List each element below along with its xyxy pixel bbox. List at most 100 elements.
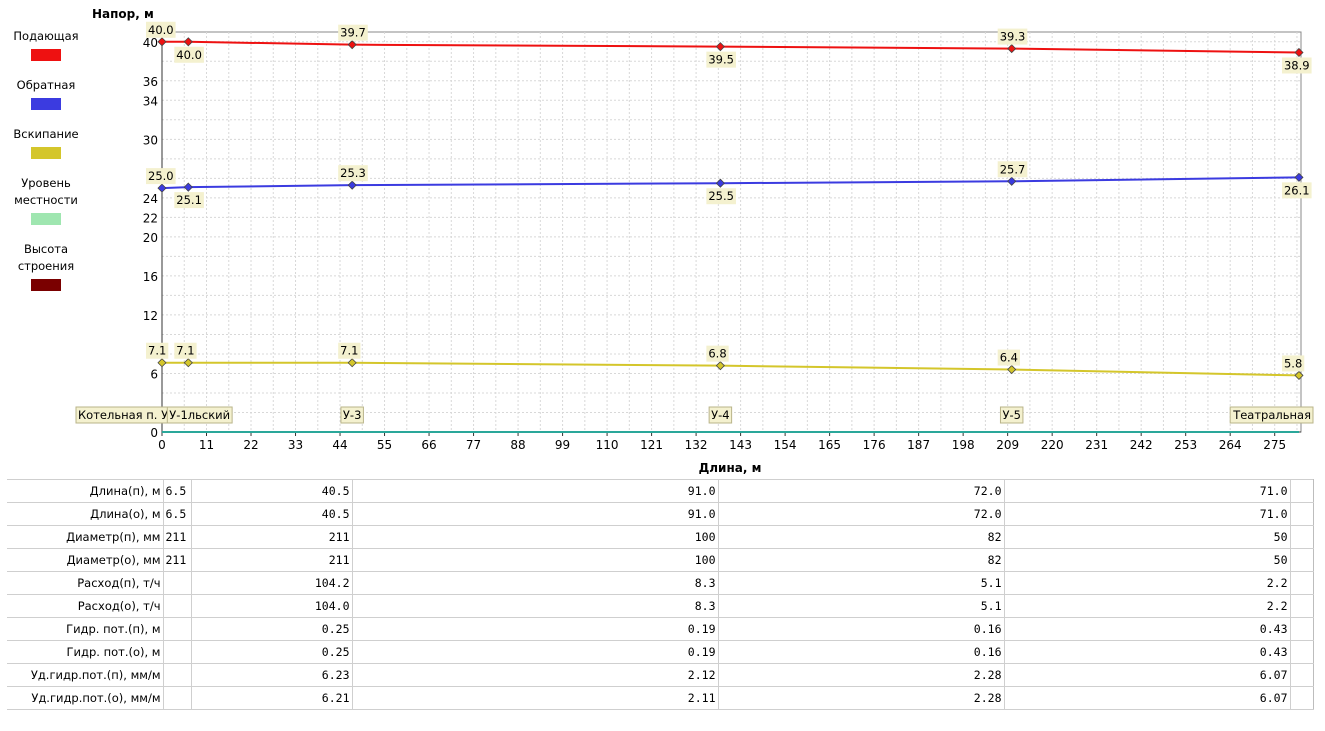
table-cell: 82 [718,548,1005,572]
data-point [1007,176,1017,186]
table-cell: 104.0 [191,594,353,618]
row-label: Длина(о), м [7,502,164,526]
x-tick-label: 110 [596,438,619,452]
data-label: 25.5 [708,189,734,203]
table-cell: 82 [718,525,1005,549]
table-cell: 0.25 [191,617,353,641]
table-end-cell [1290,663,1314,687]
node-label-text: Котельная п. У [78,408,168,422]
row-label: Уд.гидр.пот.(п), мм/м [7,663,164,687]
table-cell: 2.12 [352,663,719,687]
x-tick-label: 242 [1130,438,1153,452]
table-end-cell [1290,571,1314,595]
table-cell: 72.0 [718,479,1005,503]
node-label-text: У-5 [1002,408,1020,422]
data-label: 25.0 [148,169,174,183]
data-point [1294,370,1304,380]
legend-label: Вскипание [13,127,79,141]
data-label-bg [997,349,1020,366]
table-cell [163,663,192,687]
node-label-text: У-4 [711,408,729,422]
table-cell: 2.28 [718,686,1005,710]
table-cell: 2.2 [1004,571,1291,595]
table-cell: 71.0 [1004,479,1291,503]
node-label-bg [340,406,364,424]
legend-swatch [31,279,61,291]
data-label-bg [706,345,729,362]
table-cell: 0.25 [191,640,353,664]
data-label: 39.5 [708,53,734,67]
row-label: Диаметр(о), мм [7,548,164,572]
table-cell: 8.3 [352,571,719,595]
table-cell: 5.1 [718,571,1005,595]
row-label: Расход(п), т/ч [7,571,164,595]
x-tick-label: 77 [466,438,481,452]
table-cell: 2.2 [1004,594,1291,618]
table-end-cell [1290,640,1314,664]
x-tick-label: 209 [996,438,1019,452]
table-cell: 72.0 [718,502,1005,526]
x-tick-label: 253 [1174,438,1197,452]
table-cell: 0.43 [1004,640,1291,664]
x-tick-label: 198 [952,438,975,452]
table-cell: 211 [191,548,353,572]
table-row: Гидр. пот.(о), м 0.25 0.19 0.16 0.43 [7,640,1314,664]
table-row: Диаметр(о), мм 211 211 100 82 50 [7,548,1314,572]
node-label-text: Театральная [1232,408,1311,422]
legend-item: Вскипание [0,126,92,159]
table-cell: 5.1 [718,594,1005,618]
table-end-cell [1290,479,1314,503]
data-point [347,40,357,50]
data-label-bg [174,192,204,209]
x-tick-label: 44 [332,438,347,452]
table-cell: 6.21 [191,686,353,710]
legend-label: Обратная [16,78,76,92]
data-label: 7.1 [176,344,194,358]
table-end-cell [1290,617,1314,641]
table-cell [163,594,192,618]
table-cell: 104.2 [191,571,353,595]
y-tick-label: 22 [143,211,158,225]
table-cell [163,640,192,664]
data-label-bg [174,342,197,359]
chart-svg: 0 11 22 33 44 55 66 77 88 99 110 121 132 143 154 165 176… [75,7,1314,475]
legend-swatch [31,49,61,61]
node-label: У-5 [999,406,1024,424]
table-cell: 50 [1004,548,1291,572]
data-point [1294,172,1304,182]
legend-label: Уровень местности [14,176,78,207]
pressure-chart: 0 11 22 33 44 55 66 77 88 99 110 121 132 143 154 165 176… [0,7,1314,475]
table-cell [163,571,192,595]
x-tick-label: 220 [1041,438,1064,452]
y-axis-title: Напор, м [92,7,154,21]
node-label: Котельная п. У [75,406,171,424]
table-cell: 8.3 [352,594,719,618]
table-cell: 6.5 [163,502,192,526]
legend-label: Высота строения [17,242,75,273]
table-end-cell [1290,548,1314,572]
data-label: 6.4 [1000,351,1018,365]
data-label: 39.3 [1000,30,1026,44]
table-cell: 6.07 [1004,686,1291,710]
table-end-cell [1290,594,1314,618]
table-cell: 0.19 [352,640,719,664]
table-cell [163,686,192,710]
node-label-bg [708,406,733,424]
y-tick-label: 24 [143,192,158,206]
table-cell: 211 [163,548,192,572]
row-label: Расход(о), т/ч [7,594,164,618]
legend-item: Подающая [0,28,92,61]
data-point [1007,364,1017,375]
table-cell: 50 [1004,525,1291,549]
data-label: 5.8 [1284,356,1302,370]
data-label-bg [146,21,176,38]
x-tick-label: 22 [243,438,258,452]
data-point [183,37,193,47]
data-label: 25.3 [340,166,366,180]
data-point [1294,47,1304,58]
section-data-table: Длина(п), м 6.5 40.5 91.0 72.0 71.0 Длина(о), … [7,479,1314,710]
data-point [715,178,725,188]
node-label-bg [166,406,233,424]
data-label-bg [338,165,368,182]
x-tick-label: 0 [158,438,166,452]
